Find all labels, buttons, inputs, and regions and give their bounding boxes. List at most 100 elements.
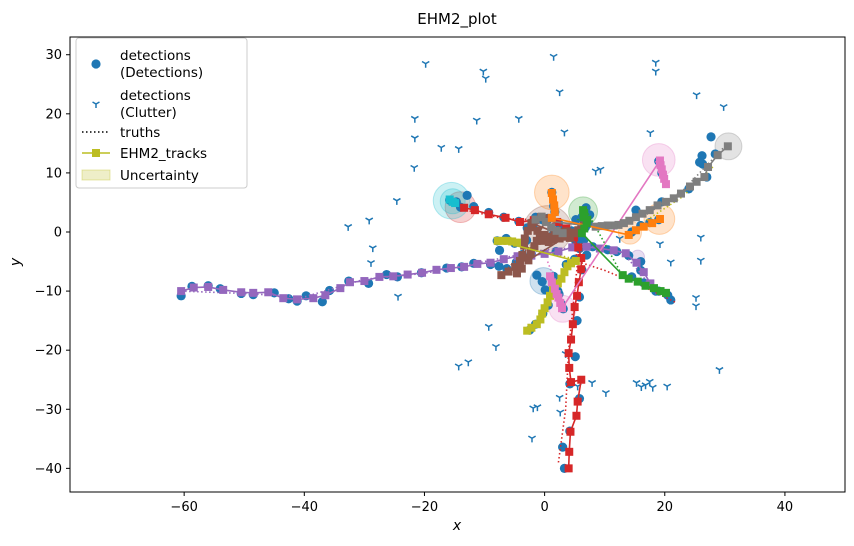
track-point: [389, 272, 398, 281]
track-point: [527, 219, 536, 228]
track-point: [541, 217, 550, 226]
clutter-point: [646, 129, 655, 137]
track-point: [544, 238, 553, 247]
track-point: [520, 234, 529, 243]
track-point: [446, 264, 455, 273]
clutter-point: [491, 343, 500, 351]
legend-marker: [92, 101, 100, 108]
y-axis: −40 −30 −20 −10 0 10 20 30: [35, 48, 70, 477]
clutter-point: [555, 89, 564, 97]
detection-point: [631, 205, 641, 215]
track-point: [568, 320, 577, 329]
track-point: [582, 242, 591, 251]
x-tick-label: −40: [291, 500, 318, 515]
track-point: [204, 282, 213, 291]
track-point: [564, 349, 573, 358]
detection-point: [695, 157, 705, 167]
track-point: [503, 236, 512, 245]
track-point: [513, 252, 522, 261]
y-tick-label: −40: [35, 462, 62, 477]
clutter-point: [591, 168, 600, 176]
track-point: [547, 223, 556, 232]
track-point: [624, 274, 633, 283]
clutter-point: [549, 53, 558, 61]
track-point: [723, 142, 732, 151]
track-point: [527, 223, 536, 232]
detection-point: [532, 270, 542, 280]
track-point: [531, 215, 540, 224]
legend-label: detections: [120, 48, 191, 64]
track-point: [656, 161, 665, 170]
clutter-point: [368, 245, 377, 253]
track-point: [566, 228, 575, 237]
track-point: [648, 219, 657, 228]
track-point: [633, 277, 642, 286]
legend-marker: [91, 59, 101, 69]
clutter-point: [410, 164, 419, 172]
track-point: [567, 378, 576, 387]
detection-point: [494, 245, 505, 255]
track-point: [571, 256, 580, 265]
track-point: [597, 222, 606, 231]
track-point: [550, 284, 559, 293]
track-point: [661, 180, 670, 189]
track-point: [655, 215, 664, 223]
track-point: [523, 226, 532, 235]
detection-point: [570, 352, 580, 362]
track-point: [557, 274, 566, 283]
track-point: [564, 464, 573, 473]
clutter-point: [560, 129, 569, 137]
track-point: [511, 262, 520, 271]
track-point: [570, 303, 579, 312]
legend-label: Uncertainty: [120, 168, 199, 184]
track-point: [219, 285, 228, 294]
track-point: [535, 232, 544, 241]
clutter-point: [421, 60, 430, 68]
clutter-point: [472, 117, 481, 125]
track-point: [567, 259, 576, 268]
track-point: [625, 216, 634, 225]
track-point: [639, 222, 648, 231]
track-point: [543, 298, 552, 307]
clutter-point: [481, 75, 490, 83]
y-tick-label: −30: [35, 403, 62, 418]
clutter-point: [410, 115, 419, 123]
detection-point: [462, 190, 472, 200]
y-tick-label: 0: [54, 226, 62, 241]
track-point: [493, 236, 502, 245]
tracks-layer: [177, 142, 732, 473]
track-point: [566, 427, 575, 436]
track-point: [573, 291, 582, 300]
clutter-point: [719, 103, 728, 111]
track-point: [621, 249, 630, 258]
track-point: [512, 238, 521, 247]
track-point: [641, 281, 650, 290]
track-point: [577, 375, 586, 384]
track-point: [549, 235, 558, 244]
track-point: [517, 264, 526, 273]
track-point: [639, 268, 648, 277]
clutter-point: [655, 241, 664, 249]
y-axis-label: y: [8, 257, 24, 267]
track-point: [532, 236, 541, 245]
track-point: [418, 268, 427, 277]
clutter-point: [392, 197, 401, 205]
plot-frame: [69, 36, 846, 493]
x-axis-label: x: [452, 518, 462, 534]
legend-label: (Detections): [120, 65, 203, 81]
legend-label: detections: [120, 88, 191, 104]
track-point: [577, 265, 586, 274]
track-point: [565, 363, 574, 372]
track-point: [473, 259, 482, 268]
track-point: [523, 326, 532, 335]
track-point: [567, 335, 576, 344]
track-point: [661, 288, 670, 297]
y-tick-label: −10: [35, 285, 62, 300]
track-point: [538, 309, 547, 318]
clutter-point: [454, 363, 463, 371]
clutter-point: [514, 115, 523, 123]
track-point: [565, 447, 574, 456]
x-tick-label: −20: [411, 500, 438, 515]
track-point: [609, 246, 618, 255]
